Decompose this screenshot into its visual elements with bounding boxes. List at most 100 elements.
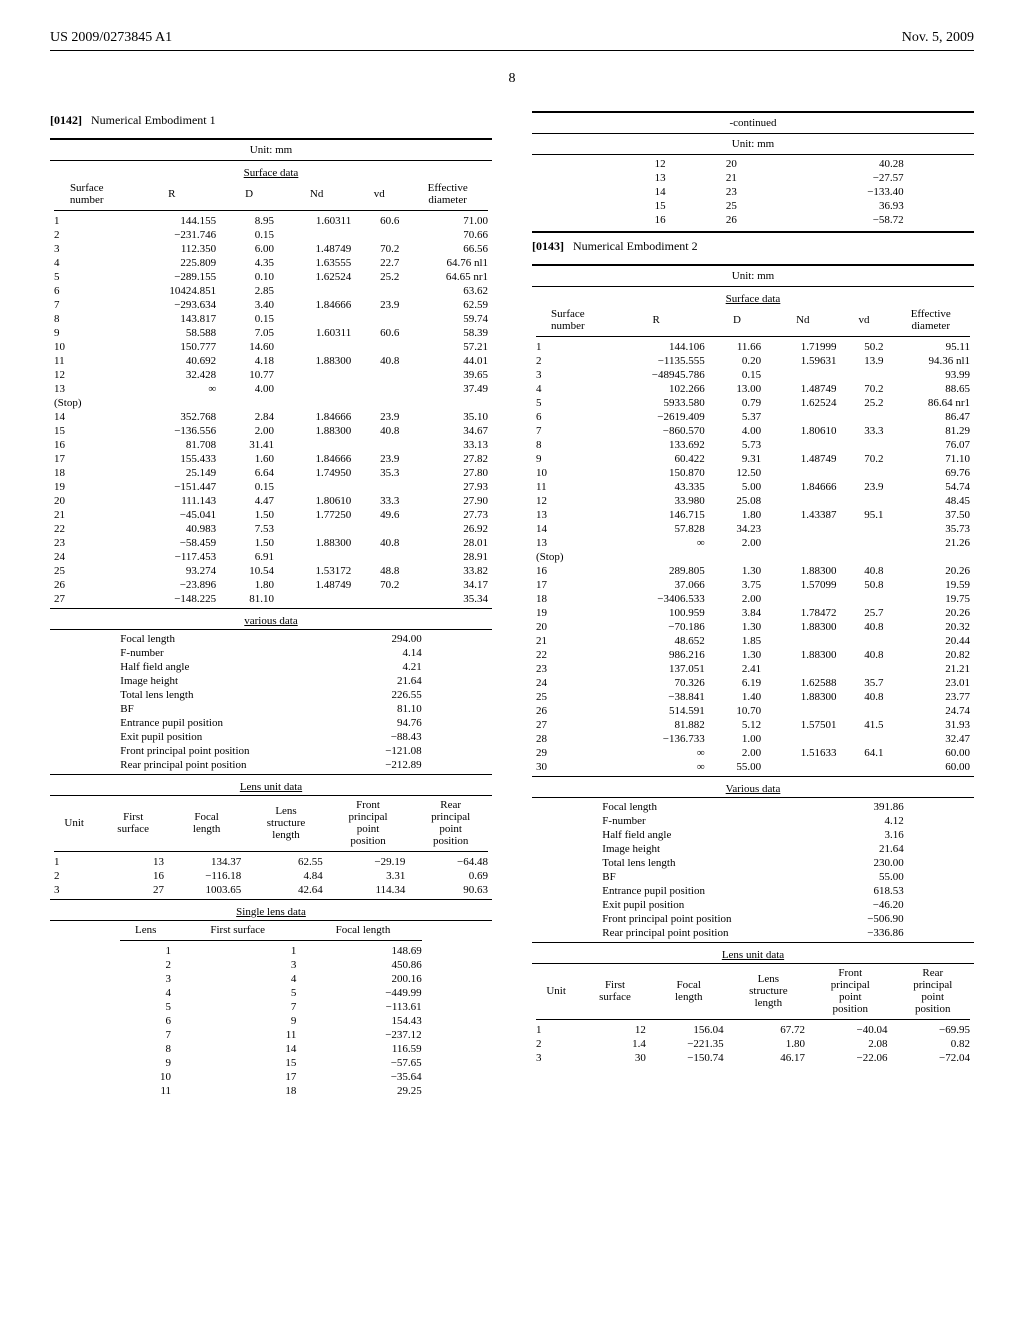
cell: 26 — [50, 578, 123, 592]
table-row: 6−2619.4095.3786.47 — [532, 410, 974, 424]
cell: 11 — [532, 480, 604, 494]
cell — [841, 704, 888, 718]
cell: −151.447 — [123, 480, 220, 494]
cell: 1.57099 — [765, 578, 840, 592]
cell: 20.82 — [887, 648, 974, 662]
cell: 1.59631 — [765, 354, 840, 368]
cell: Exit pupil position — [116, 730, 350, 744]
table-row: 29∞2.001.5163364.160.00 — [532, 746, 974, 760]
surface-caption-2: Surface data — [532, 293, 974, 305]
cell: 26 — [670, 213, 741, 227]
cell: 5 — [175, 986, 300, 1000]
cell — [278, 592, 355, 606]
cell: 25 — [532, 690, 604, 704]
cell: 21.64 — [832, 842, 908, 856]
table-row: 19−151.4470.1527.93 — [50, 480, 492, 494]
cell: 150.870 — [604, 466, 709, 480]
cell: 7 — [50, 298, 123, 312]
cell: 25.7 — [841, 606, 888, 620]
table-row: 55933.5800.791.6252425.286.64 nr1 — [532, 396, 974, 410]
cell: 23.9 — [355, 452, 403, 466]
cell: 155.433 — [123, 452, 220, 466]
table-row: 45−449.99 — [116, 986, 425, 1000]
table-row: Front principal point position−121.08 — [116, 744, 425, 758]
cell — [765, 760, 840, 774]
table-row: 1457.82834.2335.73 — [532, 522, 974, 536]
cell: 1.00 — [709, 732, 765, 746]
table-row: (Stop) — [50, 396, 492, 410]
table-row: 3271003.6542.64114.3490.63 — [50, 883, 492, 897]
cell: 7.05 — [220, 326, 278, 340]
cell: ∞ — [604, 746, 709, 760]
cell: 67.72 — [728, 1023, 809, 1037]
cell — [841, 466, 888, 480]
cell: 3 — [50, 242, 123, 256]
col-header: D — [220, 181, 278, 207]
table-row: 27−148.22581.1035.34 — [50, 592, 492, 606]
cell: 29 — [532, 746, 604, 760]
cell: 64.1 — [841, 746, 888, 760]
table-row: 25−38.8411.401.8830040.823.77 — [532, 690, 974, 704]
table-row: 23137.0512.4121.21 — [532, 662, 974, 676]
cell: 10.77 — [220, 368, 278, 382]
cell: (Stop) — [50, 396, 123, 410]
cell: 1.84666 — [765, 480, 840, 494]
cell: 93.274 — [123, 564, 220, 578]
cell: 70.2 — [841, 382, 888, 396]
cell: 1 — [50, 855, 98, 869]
cell: 27.80 — [403, 466, 492, 480]
table-row: Exit pupil position−46.20 — [598, 898, 907, 912]
table-row: 330−150.7446.17−22.06−72.04 — [532, 1051, 974, 1065]
table-row: 216−116.184.843.310.69 — [50, 869, 492, 883]
cell: 1.88300 — [765, 620, 840, 634]
cell: 1.62524 — [765, 396, 840, 410]
cell: 1.88300 — [765, 648, 840, 662]
doc-id: US 2009/0273845 A1 — [50, 30, 172, 46]
table-row: Total lens length230.00 — [598, 856, 907, 870]
col-header: Frontprincipalpointposition — [327, 798, 410, 848]
table-row: 7−293.6343.401.8466623.962.59 — [50, 298, 492, 312]
cell — [604, 550, 709, 564]
cell: 32.428 — [123, 368, 220, 382]
cell: 2.00 — [709, 592, 765, 606]
cell: 1.71999 — [765, 340, 840, 354]
table-row: Image height21.64 — [116, 674, 425, 688]
cell: 40.983 — [123, 522, 220, 536]
table-row: F-number4.12 — [598, 814, 907, 828]
table-row: 14352.7682.841.8466623.935.10 — [50, 410, 492, 424]
cell: 94.76 — [350, 716, 426, 730]
col-header: Rearprincipalpointposition — [409, 798, 492, 848]
cell: 32.47 — [887, 732, 974, 746]
table-row: 122040.28 — [598, 157, 907, 171]
cell: 70.2 — [355, 242, 403, 256]
cell: 20.44 — [887, 634, 974, 648]
cell: 15 — [598, 199, 669, 213]
cell: 13 — [98, 855, 168, 869]
cell: 1.84666 — [278, 452, 355, 466]
cell: −88.43 — [350, 730, 426, 744]
cell: 1.50 — [220, 508, 278, 522]
cell: 16 — [532, 564, 604, 578]
cell: 40.8 — [355, 354, 403, 368]
cell — [841, 410, 888, 424]
cell: −116.18 — [168, 869, 245, 883]
cell: Exit pupil position — [598, 898, 832, 912]
table-row: 57−113.61 — [116, 1000, 425, 1014]
cell: 3.16 — [832, 828, 908, 842]
cell: 33.13 — [403, 438, 492, 452]
table-row: 2470.3266.191.6258835.723.01 — [532, 676, 974, 690]
cell: 23.01 — [887, 676, 974, 690]
cell: 2.00 — [709, 746, 765, 760]
cell: 9.31 — [709, 452, 765, 466]
table-row: 28−136.7331.0032.47 — [532, 732, 974, 746]
cell: Focal length — [116, 632, 350, 646]
cell: 21 — [532, 634, 604, 648]
cell: 1.60 — [220, 452, 278, 466]
cell: 4.14 — [350, 646, 426, 660]
table-row: BF55.00 — [598, 870, 907, 884]
cell: 24 — [532, 676, 604, 690]
cell: 35.7 — [841, 676, 888, 690]
cell: 60.6 — [355, 326, 403, 340]
cell: 40.8 — [841, 648, 888, 662]
cell: 22 — [532, 648, 604, 662]
